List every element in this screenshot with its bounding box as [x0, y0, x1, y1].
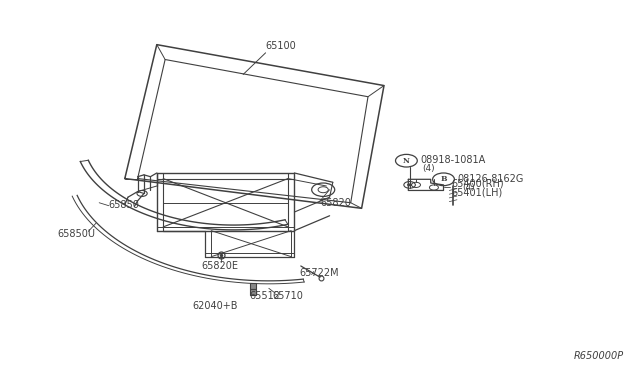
Text: 08126-8162G: 08126-8162G	[458, 174, 524, 183]
Text: 65820: 65820	[320, 198, 351, 208]
Text: 65850: 65850	[109, 201, 140, 210]
Text: (4): (4)	[463, 183, 476, 192]
Text: B: B	[440, 175, 447, 183]
Text: 62040+B: 62040+B	[192, 301, 237, 311]
Text: N: N	[403, 157, 410, 165]
Text: 65400(RH): 65400(RH)	[451, 179, 504, 189]
Text: 65722M: 65722M	[300, 269, 339, 278]
Circle shape	[407, 183, 412, 186]
Text: 08918-1081A: 08918-1081A	[420, 155, 486, 165]
Text: 65100: 65100	[266, 41, 296, 51]
Text: 65850U: 65850U	[58, 229, 95, 238]
Text: 65401(LH): 65401(LH)	[451, 187, 502, 197]
Text: 65512: 65512	[250, 291, 280, 301]
Text: (4): (4)	[422, 164, 435, 173]
Text: 65710: 65710	[272, 291, 303, 301]
Text: R650000P: R650000P	[574, 351, 624, 361]
Text: 65820E: 65820E	[202, 261, 239, 271]
